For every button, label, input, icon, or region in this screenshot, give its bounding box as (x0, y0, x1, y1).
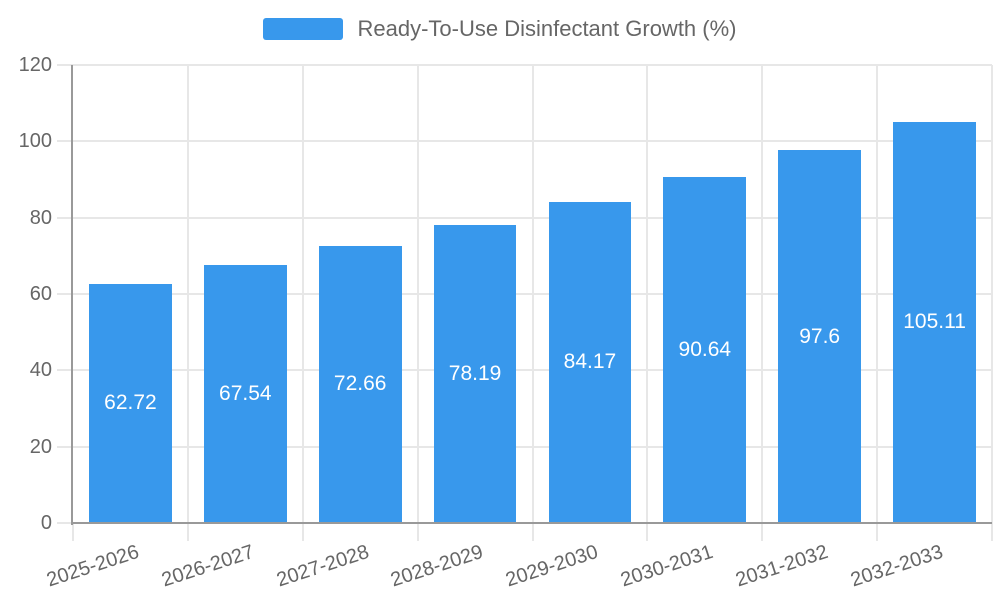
bar (663, 177, 747, 523)
bar-value-label: 105.11 (903, 310, 966, 334)
y-axis-tick-label: 20 (29, 435, 52, 458)
bar-value-label: 67.54 (219, 382, 272, 406)
bar-value-label: 97.6 (799, 324, 841, 348)
gridline-x (761, 65, 764, 541)
x-axis-tick-label: 2026-2027 (158, 540, 257, 592)
gridline-y (57, 216, 992, 219)
bar (318, 245, 402, 523)
bar (203, 265, 287, 523)
bar (433, 224, 517, 523)
gridline-y (57, 293, 992, 295)
legend-label: Ready-To-Use Disinfectant Growth (%) (357, 16, 737, 41)
bar-value-label: 78.19 (448, 361, 502, 385)
y-axis-line (71, 65, 73, 525)
gridline-x (991, 65, 993, 541)
bar (778, 150, 862, 523)
gridline-y (57, 64, 992, 66)
y-axis-tick (57, 522, 73, 524)
gridline-x (646, 65, 649, 541)
x-axis-tick-label: 2031-2032 (733, 540, 831, 592)
x-axis-tick-label: 2030-2031 (618, 540, 716, 592)
x-axis-tick-label: 2025-2026 (43, 540, 142, 592)
x-axis-tick (72, 523, 74, 541)
gridline-x (186, 65, 189, 541)
gridline-x (531, 65, 534, 541)
y-axis-tick-label: 100 (18, 130, 52, 153)
legend[interactable]: Ready-To-Use Disinfectant Growth (%) (0, 16, 1000, 42)
gridline-y (57, 140, 992, 143)
gridline-y (57, 445, 992, 448)
gridline-x (301, 65, 304, 541)
legend-swatch (263, 18, 344, 40)
y-axis-tick-label: 40 (29, 359, 52, 382)
y-axis-tick-label: 60 (29, 283, 52, 305)
bar-value-label: 72.66 (333, 372, 387, 396)
y-axis-tick-label: 120 (18, 54, 52, 76)
x-axis-tick-label: 2028-2029 (388, 540, 487, 592)
bar (548, 201, 632, 523)
y-axis-tick-label: 80 (29, 206, 52, 229)
x-axis-tick-label: 2027-2028 (273, 540, 372, 592)
bar-value-label: 90.64 (678, 338, 732, 362)
gridline-x (416, 65, 419, 541)
y-axis-tick-label: 0 (40, 512, 52, 534)
x-axis-tick-label: 2032-2033 (847, 540, 946, 592)
bar-value-label: 62.72 (104, 391, 157, 415)
bar (893, 121, 976, 523)
bar (89, 283, 172, 523)
gridline-x (876, 65, 879, 541)
gridline-y (57, 369, 992, 372)
bar-value-label: 84.17 (563, 350, 617, 374)
x-axis-tick-label: 2029-2030 (503, 540, 602, 592)
x-axis-line (71, 522, 992, 524)
